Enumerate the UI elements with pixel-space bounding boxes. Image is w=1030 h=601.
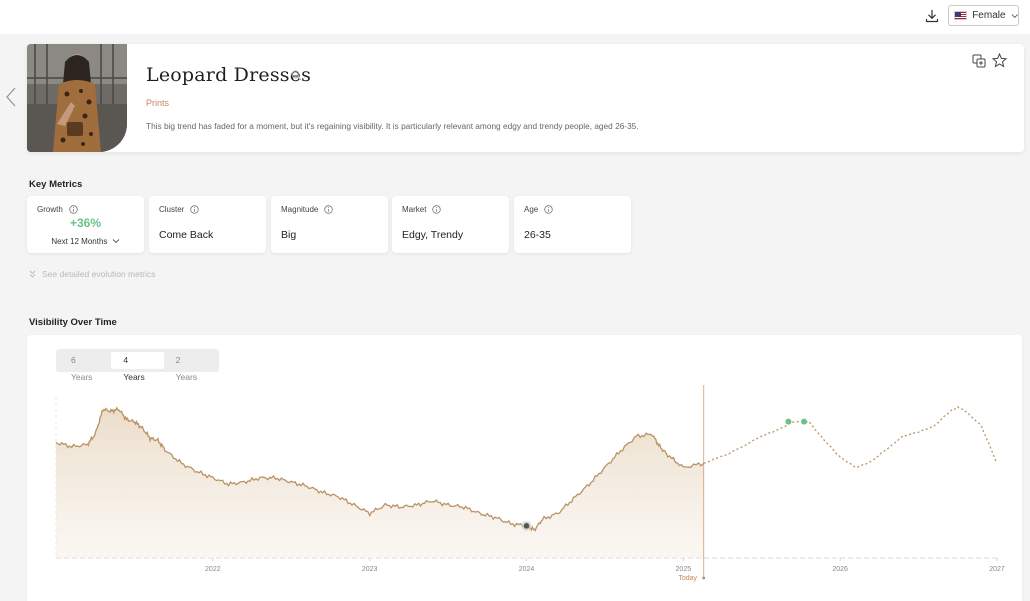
chevron-down-icon: [112, 239, 119, 244]
x-tick-label: 2025: [676, 566, 692, 573]
age-value: 26-35: [524, 229, 551, 241]
market-label-row: Market: [402, 205, 442, 214]
visibility-area: [56, 407, 704, 558]
info-icon[interactable]: [432, 205, 442, 214]
tab-6-years[interactable]: 6 Years: [71, 355, 93, 382]
growth-label: Growth: [37, 205, 63, 214]
info-icon[interactable]: [324, 205, 334, 214]
magnitude-label-row: Magnitude: [281, 205, 334, 214]
market-metric-card: Market Edgy, Trendy: [392, 196, 509, 253]
detailed-metrics-label: See detailed evolution metrics: [42, 269, 156, 279]
us-flag-icon: [954, 11, 968, 20]
growth-metric-card: Growth +36% Next 12 Months: [27, 196, 144, 253]
cluster-label-row: Cluster: [159, 205, 200, 214]
x-tick-label: 2022: [205, 566, 221, 573]
min-marker: [523, 523, 530, 529]
age-label-row: Age: [524, 205, 553, 214]
x-tick-label: 2027: [989, 566, 1005, 573]
star-icon[interactable]: [992, 53, 1007, 68]
age-label: Age: [524, 205, 539, 214]
compare-icon[interactable]: [972, 54, 986, 68]
today-dot: [702, 576, 706, 580]
range-tabs: 6 Years 4 Years 2 Years: [56, 349, 219, 382]
growth-period-label: Next 12 Months: [51, 237, 108, 246]
tab-2-years[interactable]: 2 Years: [175, 355, 198, 382]
growth-value: +36%: [69, 216, 102, 230]
magnitude-metric-card: Magnitude Big: [271, 196, 388, 253]
market-value: Edgy, Trendy: [402, 229, 464, 241]
chevron-left-icon[interactable]: [4, 86, 18, 108]
trend-category-link[interactable]: Prints: [146, 98, 170, 108]
info-icon[interactable]: [544, 205, 553, 214]
growth-period-select[interactable]: Next 12 Months: [27, 237, 144, 246]
chevron-down-icon: [1011, 13, 1018, 18]
x-tick-label: 2026: [832, 566, 848, 573]
peak-marker: [785, 418, 792, 425]
cluster-label: Cluster: [159, 205, 185, 214]
detailed-metrics-link[interactable]: See detailed evolution metrics: [29, 269, 155, 279]
cluster-metric-card: Cluster Come Back: [149, 196, 266, 253]
tab-4-years[interactable]: 4 Years: [111, 352, 164, 382]
forecast-line: [703, 405, 998, 469]
trend-header-card: Leopard Dresses Prints This big trend ha…: [27, 44, 1024, 152]
magnitude-label: Magnitude: [281, 205, 319, 214]
market-label: Market: [402, 205, 427, 214]
top-bar: Female: [0, 0, 1030, 34]
visibility-line: [55, 406, 705, 532]
cluster-value: Come Back: [159, 229, 214, 241]
peak-marker: [801, 418, 808, 425]
double-chevron-down-icon: [29, 270, 36, 278]
info-icon[interactable]: [190, 205, 200, 214]
visibility-chart[interactable]: Today 2022 2023 2024 2025 2026 2027: [27, 335, 1022, 601]
info-icon[interactable]: [69, 205, 78, 214]
trend-image: [27, 44, 127, 152]
language-select[interactable]: Female: [948, 5, 1019, 26]
trend-description: This big trend has faded for a moment, b…: [146, 121, 639, 131]
x-tick-label: 2023: [362, 566, 378, 573]
key-metrics-title: Key Metrics: [29, 179, 83, 190]
age-metric-card: Age 26-35: [514, 196, 631, 253]
today-label: Today: [678, 575, 697, 582]
language-label: Female: [972, 10, 1006, 21]
x-tick-label: 2024: [519, 566, 535, 573]
growth-label-row: Growth: [37, 205, 78, 214]
search-icon[interactable]: [291, 70, 302, 81]
magnitude-value: Big: [281, 229, 297, 241]
trend-title: Leopard Dresses: [146, 64, 312, 86]
visibility-chart-card: 6 Years 4 Years 2 Years Today 2022 2023 20…: [27, 335, 1022, 601]
download-icon[interactable]: [924, 8, 940, 24]
visibility-title: Visibility Over Time: [29, 317, 117, 328]
